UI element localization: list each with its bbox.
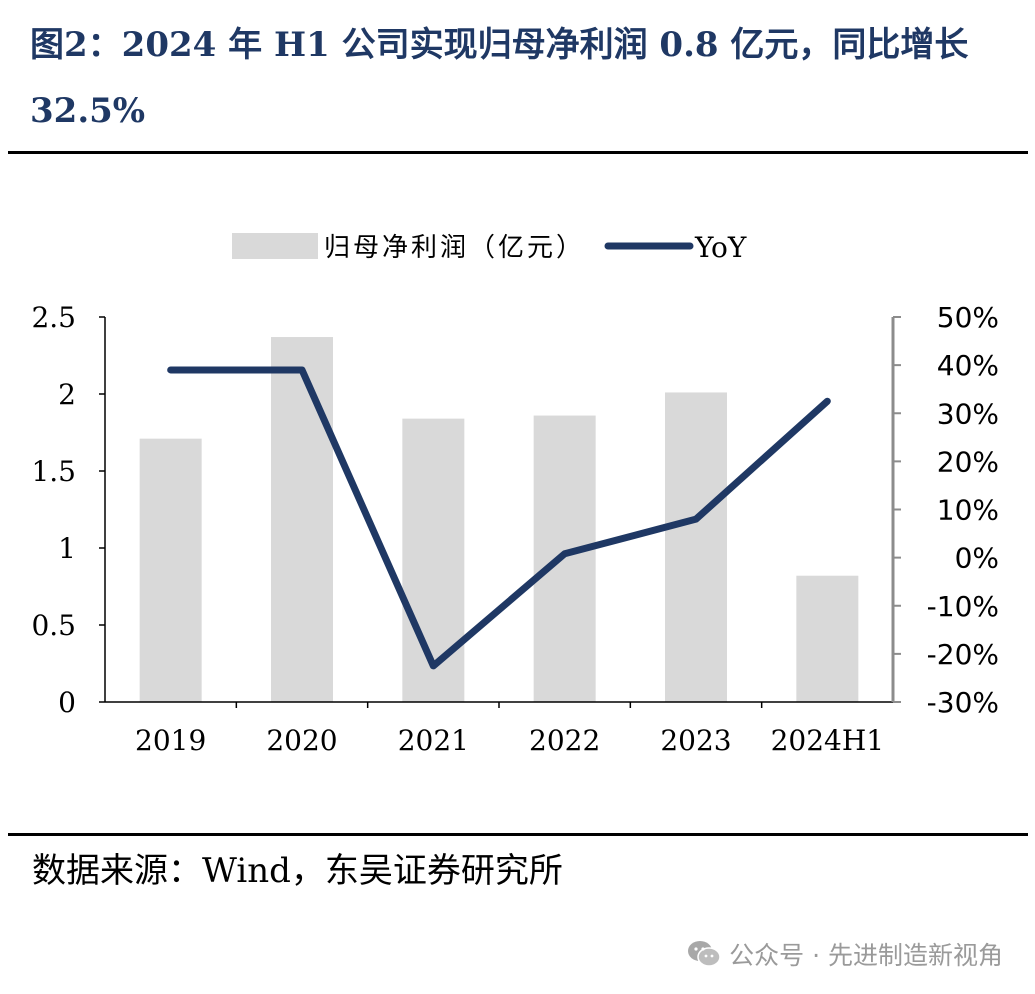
left-tick-label: 0 xyxy=(58,686,76,719)
legend-bar-swatch xyxy=(232,233,318,259)
x-tick-label: 2019 xyxy=(135,724,206,757)
bar-2022 xyxy=(533,415,596,702)
x-tick-label: 2022 xyxy=(529,724,600,757)
left-tick-label: 0.5 xyxy=(31,609,76,642)
bottom-divider xyxy=(8,833,1028,836)
chart: 0 0.5 1 1.5 2 2.5 -30% -20% -10% 0% 10% 20% 30% 40% 50… xyxy=(31,231,999,757)
legend-line-label: YoY xyxy=(694,231,747,264)
left-tick-label: 2.5 xyxy=(31,301,76,334)
left-tick-label: 1 xyxy=(58,532,76,565)
page-title: 图2：2024 年 H1 公司实现归母净利润 0.8 亿元，同比增长 32.5% xyxy=(30,25,969,131)
bar-2023 xyxy=(665,392,727,702)
bar-2024H1 xyxy=(796,575,859,702)
right-tick-label: 40% xyxy=(937,349,999,382)
left-tick-label: 2 xyxy=(58,378,76,411)
right-tick-label: 10% xyxy=(937,494,999,527)
right-tick-label: 30% xyxy=(937,397,999,430)
legend-bar-label: 归母净利润（亿元） xyxy=(324,233,585,263)
watermark-text: 公众号 · 先进制造新视角 xyxy=(729,941,1003,970)
right-tick-label: -20% xyxy=(927,638,999,671)
bar-2020 xyxy=(271,337,333,702)
yoy-line xyxy=(167,366,831,670)
bar-2019 xyxy=(139,438,202,702)
wechat-icon xyxy=(688,941,721,967)
x-tick-label: 2024H1 xyxy=(771,724,885,757)
top-divider xyxy=(8,151,1028,154)
x-tick-label: 2021 xyxy=(398,724,469,757)
right-tick-label: 20% xyxy=(937,445,999,478)
left-tick-label: 1.5 xyxy=(31,455,76,488)
source-note: 数据来源：Wind，东吴证券研究所 xyxy=(32,851,563,891)
right-tick-label: 50% xyxy=(937,301,999,334)
right-tick-label: -30% xyxy=(927,686,999,719)
watermark: 公众号 · 先进制造新视角 xyxy=(687,936,1003,972)
right-tick-label: 0% xyxy=(955,542,999,575)
x-tick-label: 2020 xyxy=(266,724,337,757)
bar-2021 xyxy=(402,418,465,702)
x-tick-label: 2023 xyxy=(660,724,731,757)
right-tick-label: -10% xyxy=(927,590,999,623)
